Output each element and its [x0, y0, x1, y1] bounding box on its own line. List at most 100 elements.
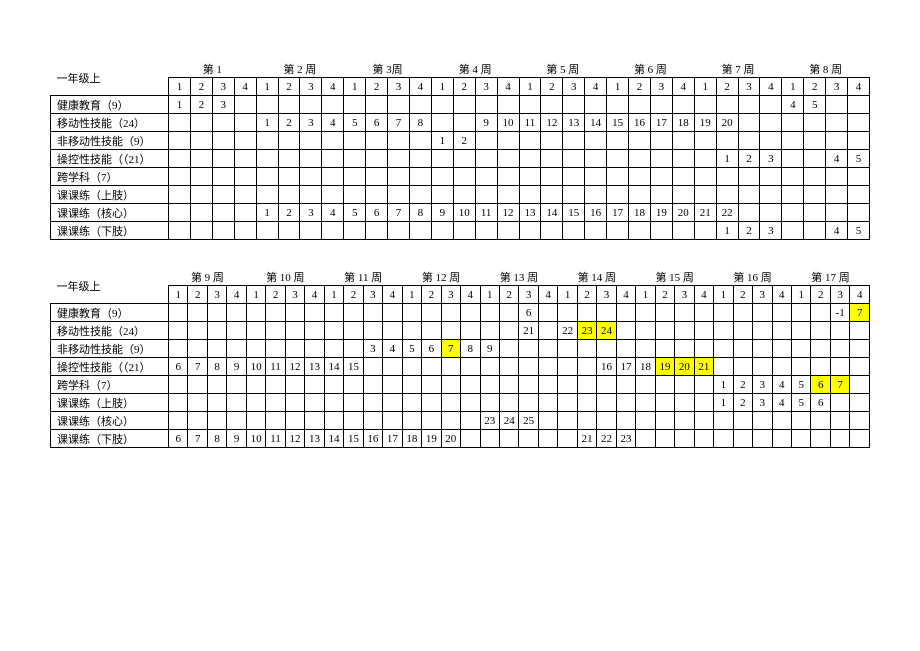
table-row: 健康教育（9）6-17 [51, 304, 870, 322]
cell [694, 430, 713, 448]
cell [322, 186, 344, 204]
cell [675, 394, 694, 412]
cell [497, 150, 519, 168]
cell [716, 186, 738, 204]
cell [672, 186, 694, 204]
col-num: 1 [607, 78, 629, 96]
cell [388, 132, 410, 150]
cell [475, 168, 497, 186]
cell [475, 186, 497, 204]
cell: 5 [344, 114, 366, 132]
cell [300, 186, 322, 204]
cell: 7 [188, 358, 207, 376]
cell [830, 340, 849, 358]
cell: 5 [848, 222, 870, 240]
cell [694, 412, 713, 430]
cell [300, 222, 322, 240]
cell [753, 358, 772, 376]
cell [256, 150, 278, 168]
table-row: 非移动性技能（9）3456789 [51, 340, 870, 358]
cell [431, 150, 453, 168]
cell: 14 [324, 430, 343, 448]
cell: 23 [480, 412, 499, 430]
cell: 4 [383, 340, 402, 358]
cell: 15 [607, 114, 629, 132]
cell: 6 [366, 204, 388, 222]
cell [616, 376, 635, 394]
cell: 9 [475, 114, 497, 132]
cell [782, 150, 804, 168]
cell: 7 [830, 376, 849, 394]
cell [636, 322, 655, 340]
cell [848, 96, 870, 114]
cell [782, 114, 804, 132]
cell [169, 114, 191, 132]
col-num: 4 [409, 78, 431, 96]
cell [848, 132, 870, 150]
cell [409, 96, 431, 114]
col-num: 4 [850, 286, 870, 304]
cell [519, 430, 538, 448]
cell: 16 [363, 430, 382, 448]
cell [305, 376, 324, 394]
cell [266, 322, 285, 340]
cell [461, 394, 480, 412]
col-num: 3 [285, 286, 304, 304]
cell [497, 96, 519, 114]
cell [402, 358, 421, 376]
col-num: 1 [792, 286, 811, 304]
cell: 17 [607, 204, 629, 222]
col-num: 3 [830, 286, 849, 304]
week-label: 第 8 周 [782, 60, 870, 78]
cell: 17 [616, 358, 635, 376]
cell [227, 304, 246, 322]
cell: 2 [733, 394, 752, 412]
cell [519, 394, 538, 412]
cell [519, 150, 541, 168]
cell [826, 186, 848, 204]
cell [188, 322, 207, 340]
table-row: 课课练（上肢） [51, 186, 870, 204]
cell [422, 376, 441, 394]
cell: 6 [169, 358, 188, 376]
cell [772, 430, 791, 448]
cell [234, 168, 256, 186]
cell [402, 376, 421, 394]
cell: 19 [655, 358, 674, 376]
cell [650, 186, 672, 204]
cell [585, 222, 607, 240]
cell: 22 [597, 430, 616, 448]
cell: 4 [772, 376, 791, 394]
cell [655, 304, 674, 322]
cell [324, 304, 343, 322]
col-num: 2 [577, 286, 596, 304]
cell [190, 186, 212, 204]
cell: 5 [792, 394, 811, 412]
col-num: 1 [782, 78, 804, 96]
cell [804, 222, 826, 240]
cell [461, 358, 480, 376]
cell [607, 96, 629, 114]
cell [672, 132, 694, 150]
cell: 4 [826, 150, 848, 168]
cell [563, 132, 585, 150]
cell [278, 222, 300, 240]
cell [266, 340, 285, 358]
cell: 3 [753, 376, 772, 394]
cell [585, 186, 607, 204]
col-num: 4 [497, 78, 519, 96]
cell [169, 304, 188, 322]
cell [234, 96, 256, 114]
cell [344, 168, 366, 186]
cell [738, 114, 760, 132]
table-2: 一年级上 第 9 周 第 10 周 第 11 周 第 12 周 第 13 周 第… [50, 268, 870, 448]
col-num: 3 [826, 78, 848, 96]
cell [519, 168, 541, 186]
cell [256, 168, 278, 186]
cell [714, 412, 733, 430]
col-num: 4 [234, 78, 256, 96]
cell: 25 [519, 412, 538, 430]
cell [256, 96, 278, 114]
cell: 8 [409, 204, 431, 222]
cell [655, 430, 674, 448]
